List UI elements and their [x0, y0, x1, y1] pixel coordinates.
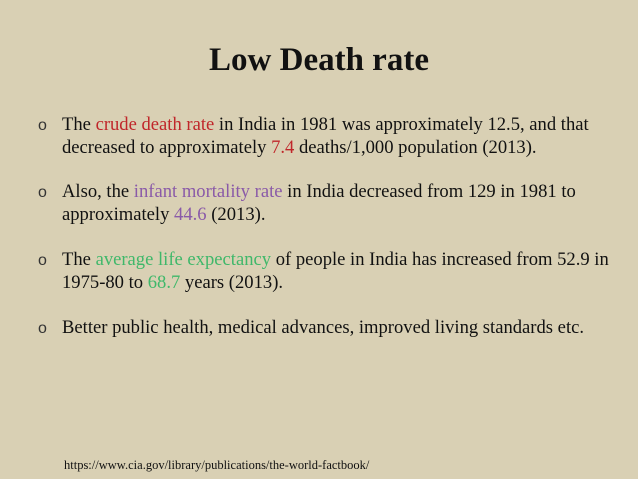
- highlight-infant-mortality-value: 44.6: [174, 204, 207, 225]
- bullet-text: deaths/1,000 population (2013).: [294, 137, 537, 158]
- bullet-text: The: [62, 249, 96, 270]
- bullet-list: o The crude death rate in India in 1981 …: [38, 113, 618, 360]
- bullet-text: Also, the: [62, 181, 134, 202]
- bullet-marker-icon: o: [38, 117, 47, 134]
- bullet-marker-icon: o: [38, 320, 47, 337]
- highlight-life-expectancy: average life expectancy: [95, 249, 272, 270]
- bullet-life-expectancy: o The average life expectancy of people …: [38, 248, 618, 294]
- bullet-marker-icon: o: [38, 252, 47, 269]
- highlight-life-expectancy-value: 68.7: [147, 272, 181, 293]
- source-url: https://www.cia.gov/library/publications…: [64, 458, 370, 472]
- slide-title: Low Death rate: [209, 42, 429, 78]
- bullet-marker-icon: o: [38, 184, 47, 201]
- bullet-text: in India decreased from 129 in 1981 to a…: [62, 181, 576, 225]
- bullet-infant-mortality: o Also, the infant mortality rate in Ind…: [38, 180, 618, 226]
- bullet-text: (2013).: [206, 204, 266, 225]
- highlight-infant-mortality-rate: infant mortality rate: [133, 181, 283, 202]
- bullet-text: in India in 1981 was approximately 12.5,…: [62, 114, 589, 158]
- highlight-death-rate-value: 7.4: [271, 137, 295, 158]
- bullet-text: years (2013).: [180, 272, 284, 293]
- bullet-crude-death-rate: o The crude death rate in India in 1981 …: [38, 113, 618, 159]
- bullet-reasons: o Better public health, medical advances…: [38, 316, 618, 339]
- bullet-text: of people in India has increased from 52…: [62, 249, 609, 293]
- highlight-crude-death-rate: crude death rate: [95, 114, 215, 135]
- bullet-text: Better public health, medical advances, …: [62, 317, 585, 338]
- bullet-text: The: [62, 114, 96, 135]
